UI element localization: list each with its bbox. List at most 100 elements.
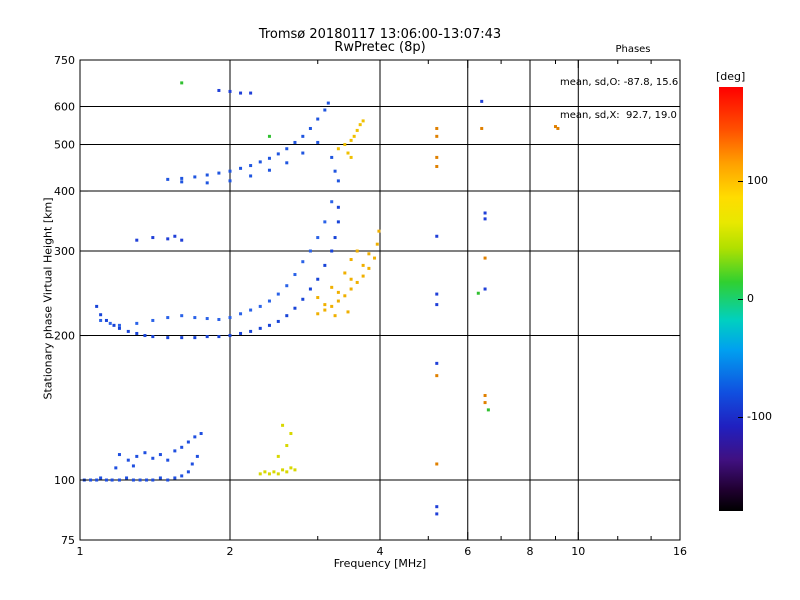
data-point <box>483 287 487 291</box>
data-point <box>346 310 350 314</box>
data-point <box>375 242 379 246</box>
x-tick-label: 4 <box>377 545 384 558</box>
data-point <box>173 234 177 238</box>
data-point <box>367 252 371 256</box>
data-point <box>205 335 209 339</box>
data-point <box>361 263 365 267</box>
data-point <box>249 164 253 168</box>
data-point <box>195 454 199 458</box>
data-point <box>483 394 487 398</box>
data-point <box>263 470 267 474</box>
data-point <box>476 291 480 295</box>
data-point <box>435 505 439 509</box>
data-point <box>285 284 289 288</box>
data-point <box>228 169 232 173</box>
data-point <box>143 334 147 338</box>
x-tick-label: 2 <box>227 545 234 558</box>
data-point <box>293 140 297 144</box>
x-tick-label: 8 <box>527 545 534 558</box>
data-point <box>355 128 359 132</box>
y-tick-label: 100 <box>54 474 75 487</box>
data-point <box>330 155 334 159</box>
data-point <box>249 91 253 95</box>
data-point <box>217 171 221 175</box>
data-point <box>355 249 359 253</box>
data-point <box>239 312 243 316</box>
data-point <box>151 478 155 482</box>
data-point <box>166 336 170 340</box>
data-point <box>117 453 121 457</box>
data-point <box>166 458 170 462</box>
data-point <box>346 151 350 155</box>
data-point <box>193 175 197 179</box>
data-point <box>126 458 130 462</box>
data-point <box>323 308 327 312</box>
data-point <box>143 451 147 455</box>
data-point <box>308 287 312 291</box>
data-point <box>330 200 334 204</box>
x-tick-label: 10 <box>571 545 585 558</box>
x-tick-label: 16 <box>673 545 687 558</box>
data-point <box>316 236 320 240</box>
data-point <box>217 317 221 321</box>
data-point <box>336 179 340 183</box>
data-point <box>333 169 337 173</box>
data-point <box>99 313 103 317</box>
chart-subtitle: RwPretec (8p) <box>334 40 426 55</box>
y-tick-label: 300 <box>54 245 75 258</box>
colorbar-tick-label: 0 <box>747 292 754 305</box>
x-tick-label: 6 <box>464 545 471 558</box>
data-point <box>125 476 129 480</box>
data-point <box>135 331 139 335</box>
data-point <box>272 470 276 474</box>
data-point <box>301 297 305 301</box>
data-point <box>95 304 99 308</box>
data-point <box>173 476 177 480</box>
data-point <box>180 336 184 340</box>
data-point <box>180 238 184 242</box>
data-point <box>217 88 221 92</box>
data-point <box>553 125 557 129</box>
data-point <box>343 294 347 298</box>
data-point <box>267 156 271 160</box>
data-point <box>326 101 330 105</box>
data-point <box>323 303 327 307</box>
data-point <box>117 478 121 482</box>
data-point <box>180 81 184 85</box>
data-point <box>308 126 312 130</box>
data-point <box>205 173 209 177</box>
data-point <box>361 274 365 278</box>
data-point <box>205 181 209 185</box>
data-point <box>112 323 116 327</box>
data-point <box>228 179 232 183</box>
data-point <box>336 205 340 209</box>
x-axis-label: Frequency [MHz] <box>333 557 427 570</box>
data-point <box>193 316 197 320</box>
data-point <box>480 126 484 130</box>
data-point <box>352 134 356 138</box>
data-point <box>166 177 170 181</box>
data-point <box>186 440 190 444</box>
data-point <box>358 123 362 127</box>
data-point <box>108 321 112 325</box>
data-point <box>258 304 262 308</box>
data-point <box>336 290 340 294</box>
data-point <box>373 256 377 260</box>
data-point <box>367 266 371 270</box>
data-point <box>281 468 285 472</box>
data-point <box>435 303 439 307</box>
data-point <box>104 478 108 482</box>
data-point <box>276 152 280 156</box>
data-point <box>166 316 170 320</box>
data-point <box>361 119 365 123</box>
data-point <box>95 478 99 482</box>
data-point <box>239 331 243 335</box>
data-point <box>151 335 155 339</box>
y-tick-label: 200 <box>54 330 75 343</box>
data-point <box>349 287 353 291</box>
data-point <box>276 292 280 296</box>
data-point <box>158 453 162 457</box>
data-point <box>293 306 297 310</box>
data-point <box>323 263 327 267</box>
